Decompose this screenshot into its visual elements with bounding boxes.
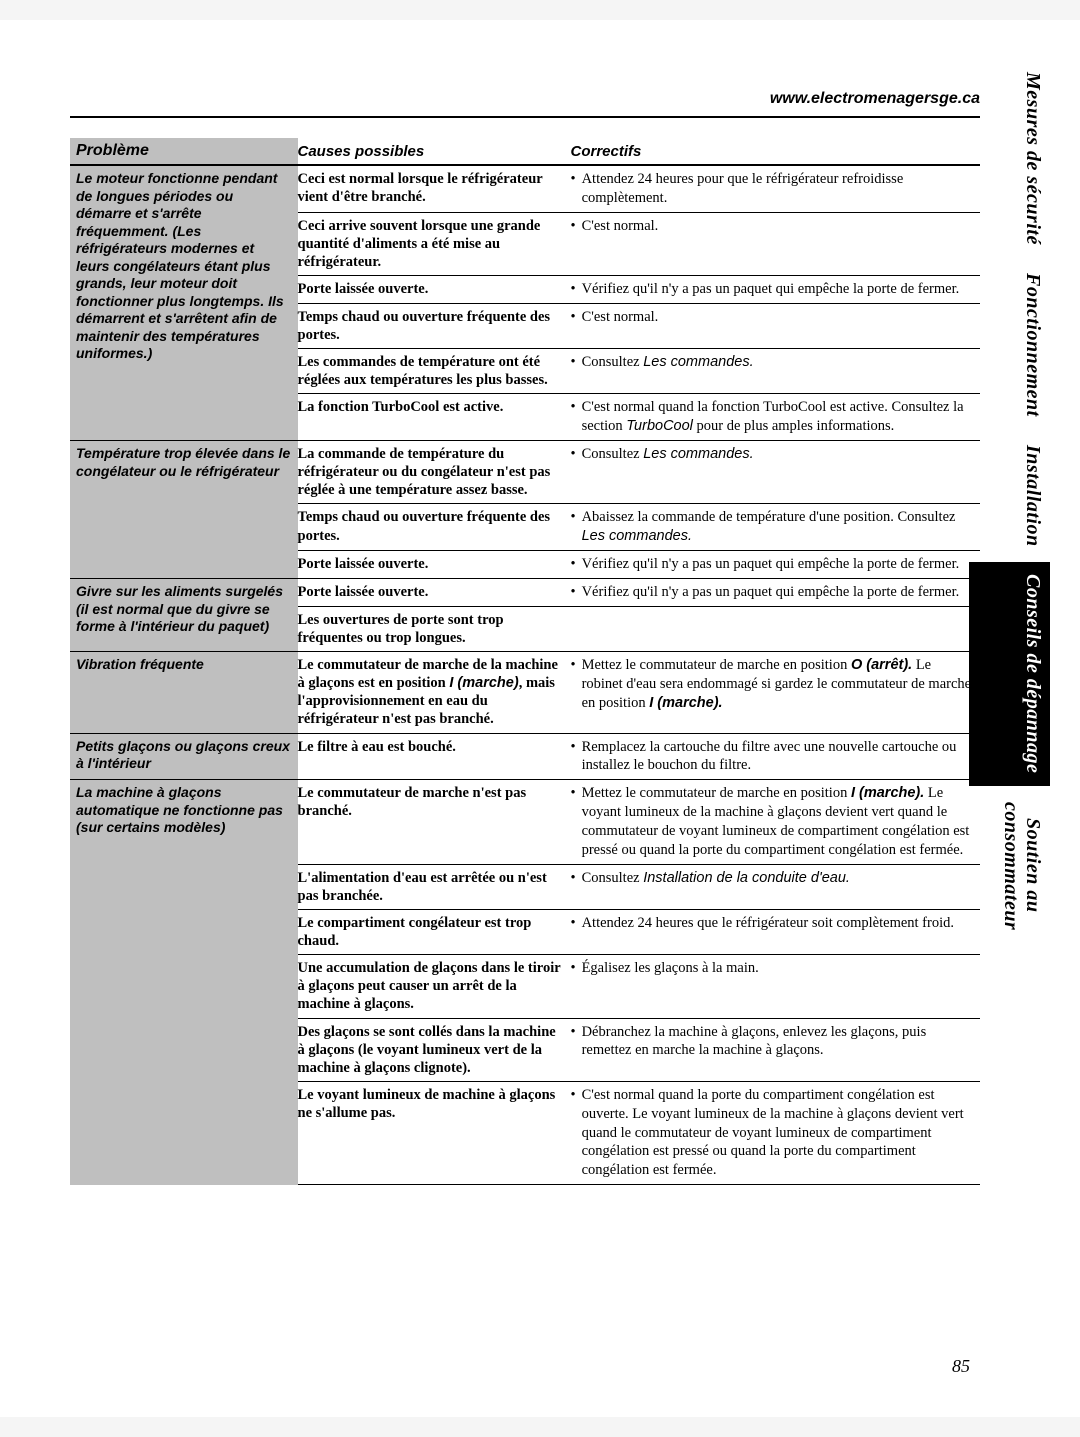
cause-cell: Les commandes de température ont été rég… [298, 349, 571, 394]
col-problem: Problème [70, 138, 298, 165]
side-tab: Installation [969, 433, 1050, 559]
problem-cell: Vibration fréquente [70, 652, 298, 734]
col-fix: Correctifs [571, 138, 981, 165]
side-tab: Mesures de sécurité [969, 60, 1050, 257]
page-number: 85 [952, 1356, 970, 1377]
fix-cell: •Égalisez les glaçons à la main. [571, 955, 981, 1018]
fix-cell: •Consultez Installation de la conduite d… [571, 864, 981, 909]
side-tab: Soutien auconsommateur [969, 790, 1050, 942]
cause-cell: Ceci arrive souvent lorsque une grande q… [298, 212, 571, 275]
fix-cell: •Remplacez la cartouche du filtre avec u… [571, 733, 981, 780]
problem-cell: La machine à glaçons automatique ne fonc… [70, 780, 298, 1185]
fix-cell: •Mettez le commutateur de marche en posi… [571, 780, 981, 864]
top-rule [70, 116, 980, 118]
cause-cell: Le filtre à eau est bouché. [298, 733, 571, 780]
table-row: Vibration fréquenteLe commutateur de mar… [70, 652, 980, 734]
table-row: Petits glaçons ou glaçons creux à l'inté… [70, 733, 980, 780]
side-tab: Fonctionnement [969, 261, 1050, 429]
col-cause: Causes possibles [298, 138, 571, 165]
fix-cell: •C'est normal. [571, 212, 981, 275]
fix-cell: •Vérifiez qu'il n'y a pas un paquet qui … [571, 551, 981, 579]
table-row: La machine à glaçons automatique ne fonc… [70, 780, 980, 864]
troubleshooting-table: Problème Causes possibles Correctifs Le … [70, 138, 980, 1185]
fix-cell: •C'est normal quand la porte du comparti… [571, 1081, 981, 1184]
cause-cell: Le commutateur de marche n'est pas branc… [298, 780, 571, 864]
problem-cell: Givre sur les aliments surgelés (il est … [70, 579, 298, 652]
manual-page: Mesures de sécuritéFonctionnementInstall… [0, 20, 1080, 1417]
cause-cell: Les ouvertures de porte sont trop fréque… [298, 606, 571, 651]
fix-cell: •Abaissez la commande de température d'u… [571, 504, 981, 551]
site-url: www.electromenagersge.ca [770, 90, 980, 108]
problem-cell: Température trop élevée dans le congélat… [70, 441, 298, 579]
problem-cell: Le moteur fonctionne pendant de longues … [70, 165, 298, 441]
fix-cell: •Consultez Les commandes. [571, 349, 981, 394]
side-tab: Conseils de dépannage [969, 562, 1050, 785]
fix-cell [571, 606, 981, 651]
fix-cell: •Mettez le commutateur de marche en posi… [571, 652, 981, 734]
table-row: Température trop élevée dans le congélat… [70, 441, 980, 504]
cause-cell: Temps chaud ou ouverture fréquente des p… [298, 303, 571, 348]
cause-cell: Le commutateur de marche de la machine à… [298, 652, 571, 734]
cause-cell: Une accumulation de glaçons dans le tiro… [298, 955, 571, 1018]
cause-cell: Le voyant lumineux de machine à glaçons … [298, 1081, 571, 1184]
cause-cell: La commande de température du réfrigérat… [298, 441, 571, 504]
cause-cell: Porte laissée ouverte. [298, 579, 571, 607]
fix-cell: •Consultez Les commandes. [571, 441, 981, 504]
fix-cell: •C'est normal. [571, 303, 981, 348]
cause-cell: L'alimentation d'eau est arrêtée ou n'es… [298, 864, 571, 909]
fix-cell: •Attendez 24 heures que le réfrigérateur… [571, 909, 981, 954]
table-row: Le moteur fonctionne pendant de longues … [70, 165, 980, 212]
fix-cell: •Vérifiez qu'il n'y a pas un paquet qui … [571, 276, 981, 304]
cause-cell: Ceci est normal lorsque le réfrigérateur… [298, 165, 571, 212]
fix-cell: •C'est normal quand la fonction TurboCoo… [571, 394, 981, 441]
problem-cell: Petits glaçons ou glaçons creux à l'inté… [70, 733, 298, 780]
fix-cell: •Vérifiez qu'il n'y a pas un paquet qui … [571, 579, 981, 607]
fix-cell: •Attendez 24 heures pour que le réfrigér… [571, 165, 981, 212]
cause-cell: Des glaçons se sont collés dans la machi… [298, 1018, 571, 1081]
cause-cell: Porte laissée ouverte. [298, 276, 571, 304]
side-tabs: Mesures de sécuritéFonctionnementInstall… [969, 60, 1050, 942]
table-body: Le moteur fonctionne pendant de longues … [70, 165, 980, 1185]
troubleshooting-table-wrap: Problème Causes possibles Correctifs Le … [70, 138, 980, 1185]
cause-cell: La fonction TurboCool est active. [298, 394, 571, 441]
table-row: Givre sur les aliments surgelés (il est … [70, 579, 980, 607]
cause-cell: Le compartiment congélateur est trop cha… [298, 909, 571, 954]
fix-cell: •Débranchez la machine à glaçons, enleve… [571, 1018, 981, 1081]
cause-cell: Porte laissée ouverte. [298, 551, 571, 579]
cause-cell: Temps chaud ou ouverture fréquente des p… [298, 504, 571, 551]
